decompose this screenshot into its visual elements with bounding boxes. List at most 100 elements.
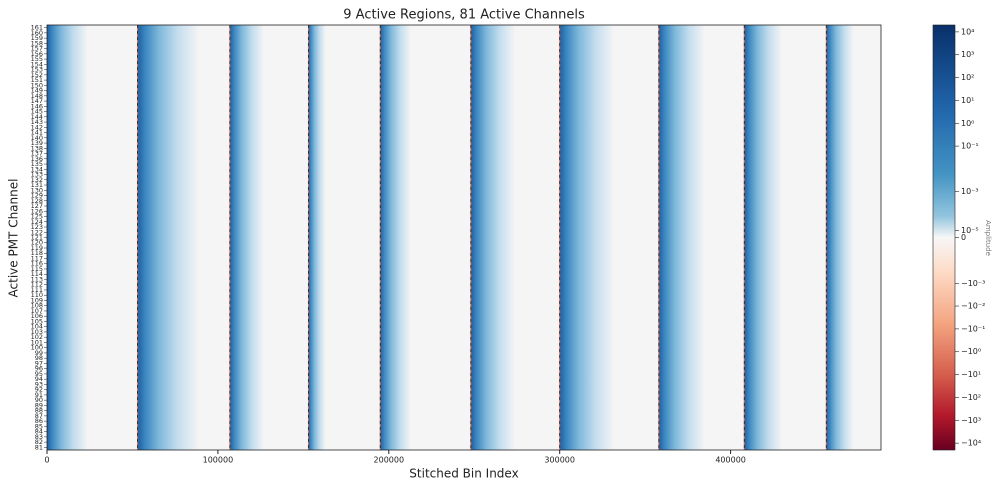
y-tick-label: 95 (35, 370, 43, 378)
signal-band (744, 25, 782, 450)
colorbar-tick-label: −10⁰ (961, 347, 981, 356)
y-tick-label: 111 (31, 286, 43, 294)
y-tick-label: 143 (31, 118, 43, 126)
y-tick-label: 159 (31, 34, 43, 42)
x-tick-label: 400000 (715, 456, 746, 465)
x-axis-label: Stitched Bin Index (409, 467, 518, 479)
y-tick-label: 89 (35, 401, 43, 409)
y-tick-label: 123 (31, 223, 43, 231)
colorbar-tick-label: −10³ (961, 416, 981, 425)
y-tick-label: 101 (31, 338, 43, 346)
colorbar-tick-label: −10⁻¹ (961, 324, 985, 333)
y-tick-label: 158 (31, 39, 43, 47)
y-tick-label: 135 (31, 160, 43, 168)
y-tick-label: 148 (31, 92, 43, 100)
colorbar-tick-label: 10⁻¹ (961, 142, 979, 151)
colorbar-tick-label: −10² (961, 393, 981, 402)
y-tick-label: 81 (35, 443, 43, 451)
y-tick-label: 130 (31, 186, 43, 194)
y-tick-label: 139 (31, 139, 43, 147)
y-tick-label: 124 (31, 218, 43, 226)
colorbar-tick-label: 10⁻⁵ (961, 226, 979, 235)
y-tick-label: 154 (31, 60, 43, 68)
y-tick-label: 149 (31, 87, 43, 95)
y-tick-label: 144 (31, 113, 43, 121)
signal-band (380, 25, 412, 450)
y-tick-label: 119 (31, 244, 43, 252)
y-tick-label: 98 (35, 354, 43, 362)
y-tick-label: 127 (31, 202, 43, 210)
y-tick-label: 92 (35, 386, 43, 394)
y-tick-label: 121 (31, 234, 43, 242)
colorbar-tick-label: 10⁻³ (961, 187, 979, 196)
signal-band (47, 25, 89, 450)
signal-band (308, 25, 326, 450)
y-tick-label: 147 (31, 97, 43, 105)
colorbar (932, 24, 956, 451)
y-tick-label: 145 (31, 108, 43, 116)
colorbar-tick-label: −10⁴ (961, 439, 981, 448)
y-tick-label: 157 (31, 45, 43, 53)
y-tick-label: 140 (31, 134, 43, 142)
y-tick-label: 136 (31, 155, 43, 163)
y-tick-label: 93 (35, 380, 43, 388)
y-tick-label: 118 (31, 249, 43, 257)
y-tick-label: 160 (31, 29, 43, 37)
y-tick-label: 120 (31, 239, 43, 247)
y-tick-label: 128 (31, 197, 43, 205)
y-tick-label: 88 (35, 407, 43, 415)
x-tick-label: 300000 (544, 456, 575, 465)
y-tick-label: 122 (31, 228, 43, 236)
y-tick-label: 134 (31, 165, 43, 173)
colorbar-tick-label: 10⁰ (961, 119, 974, 128)
colorbar-label: Amplitude (984, 220, 992, 256)
y-tick-label: 117 (31, 254, 43, 262)
y-tick-label: 108 (31, 302, 43, 310)
y-tick-label: 99 (35, 349, 43, 357)
colorbar-tick-label: −10⁻³ (961, 279, 985, 288)
y-tick-label: 116 (31, 260, 43, 268)
y-tick-label: 142 (31, 123, 43, 131)
y-tick-label: 104 (31, 323, 43, 331)
y-tick-label: 84 (35, 428, 43, 436)
y-tick-label: 156 (31, 50, 43, 58)
y-tick-label: 107 (31, 307, 43, 315)
y-tick-label: 153 (31, 66, 43, 74)
y-tick-label: 94 (35, 375, 43, 383)
y-tick-label: 125 (31, 213, 43, 221)
colorbar-tick-label: 10² (961, 73, 974, 82)
y-tick-label: 115 (31, 265, 43, 273)
colorbar-tick-label: −10¹ (961, 370, 981, 379)
y-tick-label: 155 (31, 55, 43, 63)
x-tick-label: 200000 (374, 456, 405, 465)
y-tick-label: 109 (31, 296, 43, 304)
colorbar-tick-label: 10³ (961, 50, 974, 59)
colorbar-tick-label: 0 (961, 233, 966, 242)
y-tick-label: 112 (31, 281, 43, 289)
y-tick-label: 102 (31, 333, 43, 341)
y-tick-label: 129 (31, 192, 43, 200)
x-tick-label: 0 (44, 456, 49, 465)
y-tick-label: 91 (35, 391, 43, 399)
y-tick-label: 146 (31, 102, 43, 110)
colorbar-tick-label: −10⁻² (961, 302, 985, 311)
y-tick-label: 83 (35, 433, 43, 441)
y-tick-label: 82 (35, 438, 43, 446)
y-tick-label: 100 (31, 344, 43, 352)
y-tick-label: 131 (31, 181, 43, 189)
y-tick-label: 152 (31, 71, 43, 79)
signal-band (658, 25, 705, 450)
y-tick-label: 114 (31, 270, 43, 278)
y-tick-label: 85 (35, 422, 43, 430)
signal-band (229, 25, 265, 450)
y-tick-label: 132 (31, 176, 43, 184)
signal-band (470, 25, 516, 450)
y-tick-label: 90 (35, 396, 43, 404)
y-tick-label: 150 (31, 81, 43, 89)
y-tick-label: 151 (31, 76, 43, 84)
y-tick-label: 113 (31, 275, 43, 283)
y-tick-label: 106 (31, 312, 43, 320)
y-tick-label: 97 (35, 359, 43, 367)
y-tick-label: 126 (31, 207, 43, 215)
y-tick-label: 137 (31, 150, 43, 158)
